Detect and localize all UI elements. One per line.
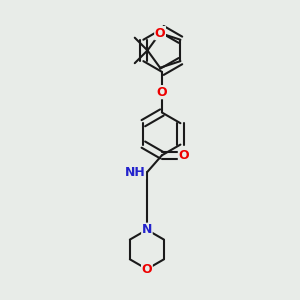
Text: O: O <box>155 27 165 40</box>
Text: O: O <box>178 149 189 162</box>
Text: N: N <box>142 223 152 236</box>
Text: O: O <box>142 262 152 276</box>
Text: O: O <box>157 86 167 99</box>
Text: NH: NH <box>125 166 146 179</box>
